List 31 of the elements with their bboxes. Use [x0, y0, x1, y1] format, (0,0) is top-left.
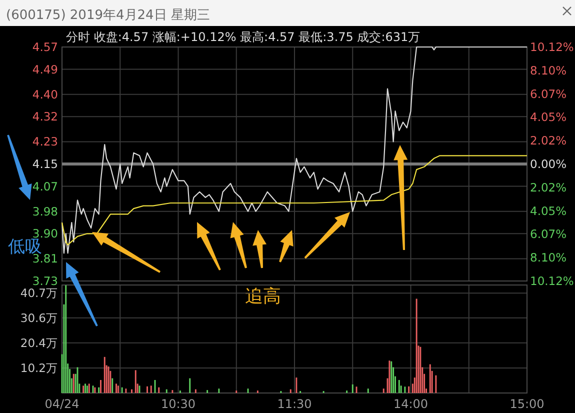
y-tick-label: 4.40 [32, 87, 58, 102]
x-tick-label: 04/24 [44, 397, 80, 411]
y-tick-label: 4.07 [32, 179, 58, 194]
y2-tick-label: 4.05% [530, 110, 567, 124]
y2-tick-label: 2.02% [530, 134, 567, 148]
y-tick-label: 40.7万 [20, 286, 58, 300]
y-tick-label: 3.98 [32, 204, 58, 218]
chart-subtitle: 分时 收盘:4.57 涨幅:+10.12% 最高:4.57 最低:3.75 成交:631万 [66, 30, 420, 44]
y2-tick-label: 10.12% [530, 274, 574, 288]
x-tick-label: 10:30 [160, 397, 196, 411]
y-tick-label: 20.4万 [20, 336, 58, 350]
y2-tick-label: 4.05% [530, 204, 567, 218]
x-tick-label: 15:00 [510, 397, 544, 411]
x-tick-label: 14:00 [393, 397, 428, 411]
y-tick-label: 4.32 [32, 110, 58, 124]
chart-title: (600175) 2019年4月24日 星期三 [6, 8, 210, 23]
y2-tick-label: 2.02% [530, 180, 567, 194]
y-tick-label: 4.49 [32, 62, 58, 76]
x-tick-label: 11:30 [277, 397, 312, 411]
y-tick-label: 4.57 [32, 40, 58, 54]
y2-tick-label: 8.10% [530, 63, 567, 78]
y-tick-label: 4.15 [32, 157, 58, 171]
y2-tick-label: 10.12% [530, 40, 574, 54]
y2-tick-label: 6.07% [530, 227, 567, 242]
y-tick-label: 30.6万 [20, 310, 58, 325]
y-tick-label: 4.23 [32, 134, 58, 149]
y-tick-label: 3.73 [32, 274, 58, 288]
y2-tick-label: 6.07% [530, 86, 567, 101]
y2-tick-label: 0.00% [530, 157, 567, 171]
y2-tick-label: 8.10% [530, 250, 567, 265]
y-tick-label: 10.2万 [20, 360, 58, 375]
